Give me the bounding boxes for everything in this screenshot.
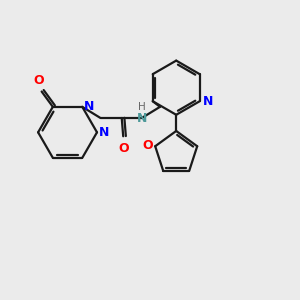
Text: O: O [33, 74, 44, 87]
Text: O: O [142, 139, 153, 152]
Text: N: N [99, 126, 109, 140]
Text: N: N [84, 100, 94, 113]
Text: N: N [202, 95, 213, 108]
Text: N: N [137, 112, 147, 124]
Text: H: H [138, 101, 146, 112]
Text: O: O [118, 142, 128, 154]
